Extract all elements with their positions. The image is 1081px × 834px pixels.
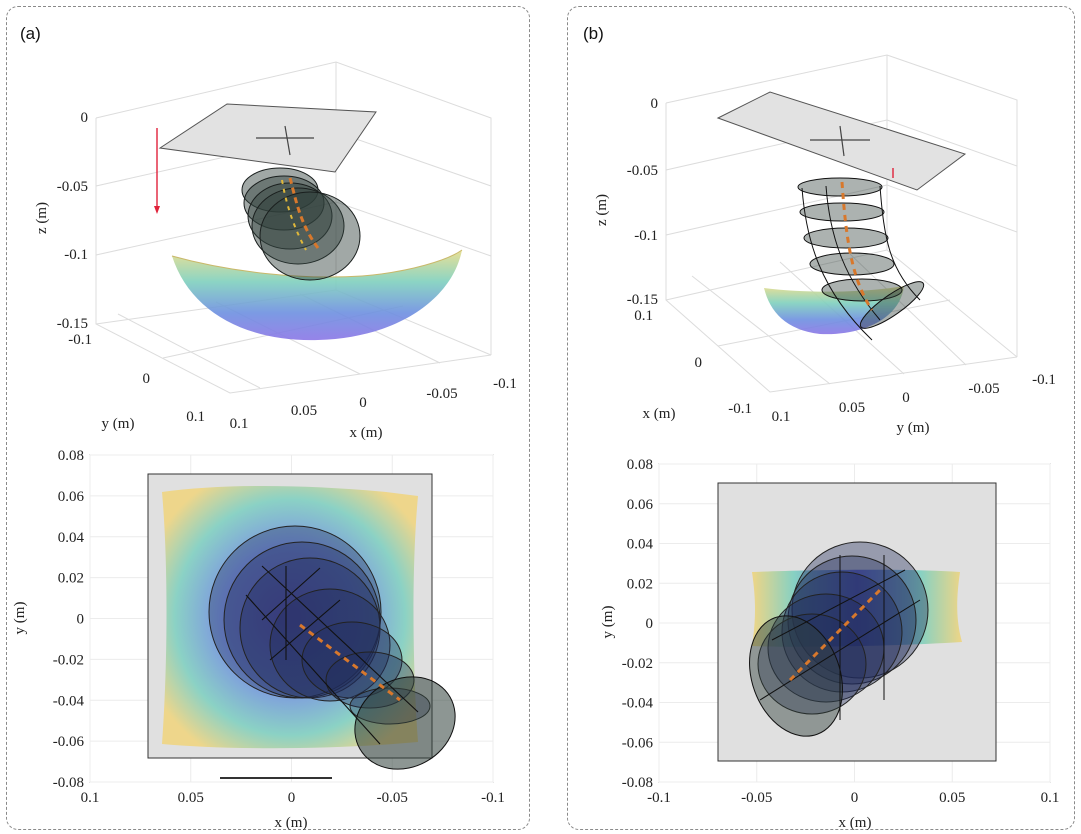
b3d-y-tick-2: 0 [902,390,910,406]
a3d-x-tick-4: -0.1 [493,376,517,392]
b-top-y-tick: 0.02 [627,576,653,592]
a-top-y-tick: -0.08 [53,775,84,791]
b3d-z-tick-3: -0.15 [627,292,658,308]
panel-b-label: (b) [583,24,604,43]
panel-b-frame [567,6,1075,830]
a3d-z-tick-2: -0.1 [64,247,88,263]
a3d-x-tick-1: 0.05 [291,403,317,419]
b-top-y-tick: -0.08 [622,775,653,791]
b-top-x-tick: 0.05 [939,790,965,806]
a-top-x-tick: -0.1 [481,790,505,806]
b-top-y-tick: -0.06 [622,735,654,751]
a3d-y-tick-2: 0.1 [186,409,205,425]
b3d-x-tick-2: -0.1 [728,401,752,417]
b3d-z-tick-2: -0.1 [634,228,658,244]
a-top-y-label: y (m) [12,602,28,635]
b3d-y-tick-3: -0.05 [968,381,999,397]
a-top-end-disk [354,676,456,770]
b-top-x-label: x (m) [839,815,872,831]
b-top-y-tick: -0.02 [622,656,653,672]
disk-stack [241,167,361,281]
a-top-y-tick: 0.06 [58,489,85,505]
b3d-z-tick-1: -0.05 [627,163,658,179]
b-top-y-tick: 0.06 [627,497,654,513]
b3d-x-label: x (m) [643,406,676,422]
b3d-x-tick-1: 0 [695,355,703,371]
b-top-y-tick: 0 [646,616,654,632]
surface-bowl [172,250,462,341]
b3d-x-tick-0: 0.1 [634,308,653,324]
b3d-z-tick-0: 0 [651,96,659,112]
a3d-y-label: y (m) [102,416,135,432]
b-top-end-disk [749,615,843,737]
panel-a-label: (a) [20,24,41,43]
a-top-y-tick: -0.04 [53,693,85,709]
b-surface-bowl [764,286,904,335]
a3d-x-tick-3: -0.05 [426,386,457,402]
b3d-y-tick-4: -0.1 [1032,372,1056,388]
b3d-y-label: y (m) [897,420,930,436]
plot-b-top: 0.080.060.040.020-0.02-0.04-0.06-0.08-0.… [600,457,1059,831]
a3d-z-tick-3: -0.15 [57,316,88,332]
a-top-x-tick: -0.05 [377,790,408,806]
plot-b-3d-grid [665,54,1018,393]
a3d-z-tick-1: -0.05 [57,179,88,195]
a-top-y-tick: 0.02 [58,571,84,587]
a3d-z-tick-0: 0 [81,110,89,126]
a3d-y-tick-0: -0.1 [68,332,92,348]
plot-a-top: 0.08 0.06 0.04 0.02 0 -0.02 -0.04 -0.06 -0.080.1… [12,448,505,831]
a-top-y-tick: 0 [77,612,85,628]
b-top-y-tick: 0.08 [627,457,653,473]
a-top-y-tick: -0.06 [53,734,85,750]
a3d-x-label: x (m) [350,425,383,441]
a-top-y-tick: -0.02 [53,652,84,668]
b3d-z-label: z (m) [594,194,610,226]
a-top-x-label: x (m) [275,815,308,831]
a-top-y-tick: 0.04 [58,530,85,546]
a3d-z-label: z (m) [34,202,50,234]
panel-a-frame [6,6,530,830]
a-top-x-tick: 0 [288,790,296,806]
a-top-x-tick: 0.05 [178,790,204,806]
a-top-x-tick: 0.1 [81,790,100,806]
b-top-y-tick: -0.04 [622,696,654,712]
b-top-y-tick: 0.04 [627,537,654,553]
a3d-x-tick-2: 0 [359,395,367,411]
b-top-y-label: y (m) [600,606,616,639]
b-top-x-tick: -0.1 [647,790,671,806]
plot-b-3d: 0 -0.05 -0.1 -0.15 z (m) 0.1 0 -0.1 x (m… [594,54,1056,436]
a3d-x-tick-0: 0.1 [230,416,249,432]
b3d-y-tick-0: 0.1 [772,409,791,425]
plot-a-3d: 0 -0.05 -0.1 -0.15 z (m) -0.1 0 0.1 y (m… [34,61,517,441]
a3d-y-tick-1: 0 [143,371,151,387]
b-top-x-tick: -0.05 [741,790,772,806]
b3d-y-tick-1: 0.05 [839,400,865,416]
b-top-x-tick: 0 [851,790,859,806]
a-top-y-tick: 0.08 [58,448,84,464]
b-top-surface [752,569,962,647]
b-top-x-tick: 0.1 [1041,790,1060,806]
